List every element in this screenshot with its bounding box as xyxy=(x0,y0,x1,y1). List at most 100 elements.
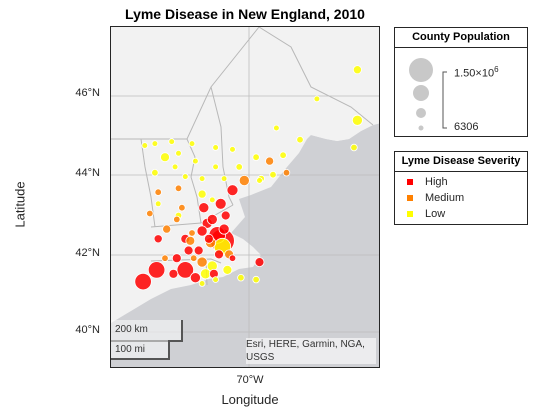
population-max-label: 1.50×106 xyxy=(454,65,499,80)
county-bubble[interactable] xyxy=(182,173,189,180)
county-bubble[interactable] xyxy=(214,249,224,260)
county-bubble[interactable] xyxy=(226,184,239,197)
county-bubble[interactable] xyxy=(189,272,201,284)
county-bubble[interactable] xyxy=(151,168,159,177)
severity-legend: Lyme Disease Severity High Medium Low xyxy=(394,151,528,225)
county-bubble[interactable] xyxy=(350,143,358,152)
county-bubble[interactable] xyxy=(168,138,175,145)
county-bubble[interactable] xyxy=(175,150,182,157)
county-bubble[interactable] xyxy=(168,268,179,279)
county-bubble[interactable] xyxy=(204,233,214,244)
lat-tick-46: 46°N xyxy=(75,87,100,99)
county-bubble[interactable] xyxy=(198,280,206,287)
county-bubble[interactable] xyxy=(238,174,250,186)
county-bubble[interactable] xyxy=(188,140,196,147)
county-bubble[interactable] xyxy=(183,245,194,256)
county-bubble[interactable] xyxy=(161,254,169,262)
scale-bar-mi: 100 mi xyxy=(111,340,170,360)
county-bubble[interactable] xyxy=(146,209,154,218)
county-bubble[interactable] xyxy=(229,146,236,153)
county-bubble[interactable] xyxy=(171,253,182,264)
county-bubble[interactable] xyxy=(176,261,195,279)
county-bubble[interactable] xyxy=(220,175,228,182)
county-bubble[interactable] xyxy=(228,254,237,262)
county-bubble[interactable] xyxy=(212,144,219,151)
county-bubble[interactable] xyxy=(351,114,363,126)
map-canvas[interactable] xyxy=(111,27,380,368)
county-bubble[interactable] xyxy=(252,275,260,284)
county-bubble[interactable] xyxy=(193,245,204,256)
county-bubble[interactable] xyxy=(252,153,260,161)
lat-tick-44: 44°N xyxy=(75,167,100,179)
county-bubble[interactable] xyxy=(198,202,210,214)
lat-tick-42: 42°N xyxy=(75,247,100,259)
border-vt-nh xyxy=(186,138,202,224)
county-bubble[interactable] xyxy=(196,225,208,237)
county-bubble[interactable] xyxy=(269,170,277,179)
scale-bar-km: 200 km xyxy=(111,320,183,342)
county-bubble[interactable] xyxy=(160,152,170,163)
county-bubble[interactable] xyxy=(218,223,230,235)
county-bubble[interactable] xyxy=(222,264,233,275)
county-bubble[interactable] xyxy=(352,65,362,75)
county-bubble[interactable] xyxy=(235,163,243,171)
county-bubble[interactable] xyxy=(151,140,159,147)
county-bubble[interactable] xyxy=(212,163,219,171)
county-bubble[interactable] xyxy=(209,196,216,204)
legend-bubble-large xyxy=(409,58,433,82)
county-bubble[interactable] xyxy=(178,203,186,212)
county-bubble[interactable] xyxy=(154,200,162,208)
map-attribution: Esri, HERE, Garmin, NGA, USGS xyxy=(246,338,376,364)
county-bubble[interactable] xyxy=(141,142,149,149)
border-ma-south xyxy=(150,258,222,264)
population-legend-title: County Population xyxy=(395,28,527,48)
legend-label-medium: Medium xyxy=(425,192,465,204)
legend-bubble-medium xyxy=(413,85,429,101)
county-bubble[interactable] xyxy=(171,163,179,171)
county-bubble[interactable] xyxy=(188,229,196,237)
border-nh-me xyxy=(210,86,234,206)
county-bubble[interactable] xyxy=(265,156,275,166)
county-bubble[interactable] xyxy=(206,213,218,225)
map-frame[interactable] xyxy=(110,26,380,368)
county-bubble[interactable] xyxy=(282,168,291,177)
population-min-label: 6306 xyxy=(454,121,479,133)
county-bubbles[interactable] xyxy=(134,65,380,291)
legend-bubble-min xyxy=(418,125,424,131)
county-bubble[interactable] xyxy=(192,157,199,165)
county-bubble[interactable] xyxy=(273,124,280,132)
severity-medium-marker xyxy=(407,195,413,201)
county-bubble[interactable] xyxy=(313,95,321,103)
county-bubble[interactable] xyxy=(256,177,263,184)
border-canada xyxy=(111,27,260,140)
severity-low-marker xyxy=(407,211,413,217)
county-bubble[interactable] xyxy=(153,234,163,244)
county-bubble[interactable] xyxy=(214,197,227,210)
county-bubble[interactable] xyxy=(189,254,198,262)
county-bubble[interactable] xyxy=(198,175,206,182)
county-bubble[interactable] xyxy=(173,215,181,224)
county-bubble[interactable] xyxy=(212,276,219,283)
county-bubble[interactable] xyxy=(134,272,152,291)
county-bubble[interactable] xyxy=(296,135,304,144)
county-bubble[interactable] xyxy=(279,151,287,159)
legend-range-bracket xyxy=(442,71,447,129)
legend-label-high: High xyxy=(425,176,448,188)
county-bubble[interactable] xyxy=(174,184,183,192)
county-bubble[interactable] xyxy=(147,261,166,279)
county-bubble[interactable] xyxy=(220,210,231,221)
severity-high-marker xyxy=(407,179,413,185)
county-bubble[interactable] xyxy=(197,189,207,199)
scale-bar-km-label: 200 km xyxy=(115,324,148,335)
y-axis-label: Latitude xyxy=(12,181,28,228)
county-bubble[interactable] xyxy=(185,235,196,246)
lon-tick-70w: 70°W xyxy=(236,374,264,386)
map-title: Lyme Disease in New England, 2010 xyxy=(125,6,365,22)
county-bubble[interactable] xyxy=(162,224,172,234)
county-bubble[interactable] xyxy=(196,256,208,268)
county-bubble[interactable] xyxy=(254,257,265,268)
x-axis-label: Longitude xyxy=(221,392,279,407)
county-bubble[interactable] xyxy=(237,273,245,282)
county-bubble[interactable] xyxy=(154,188,162,196)
population-legend: County Population 1.50×106 6306 xyxy=(394,27,528,137)
